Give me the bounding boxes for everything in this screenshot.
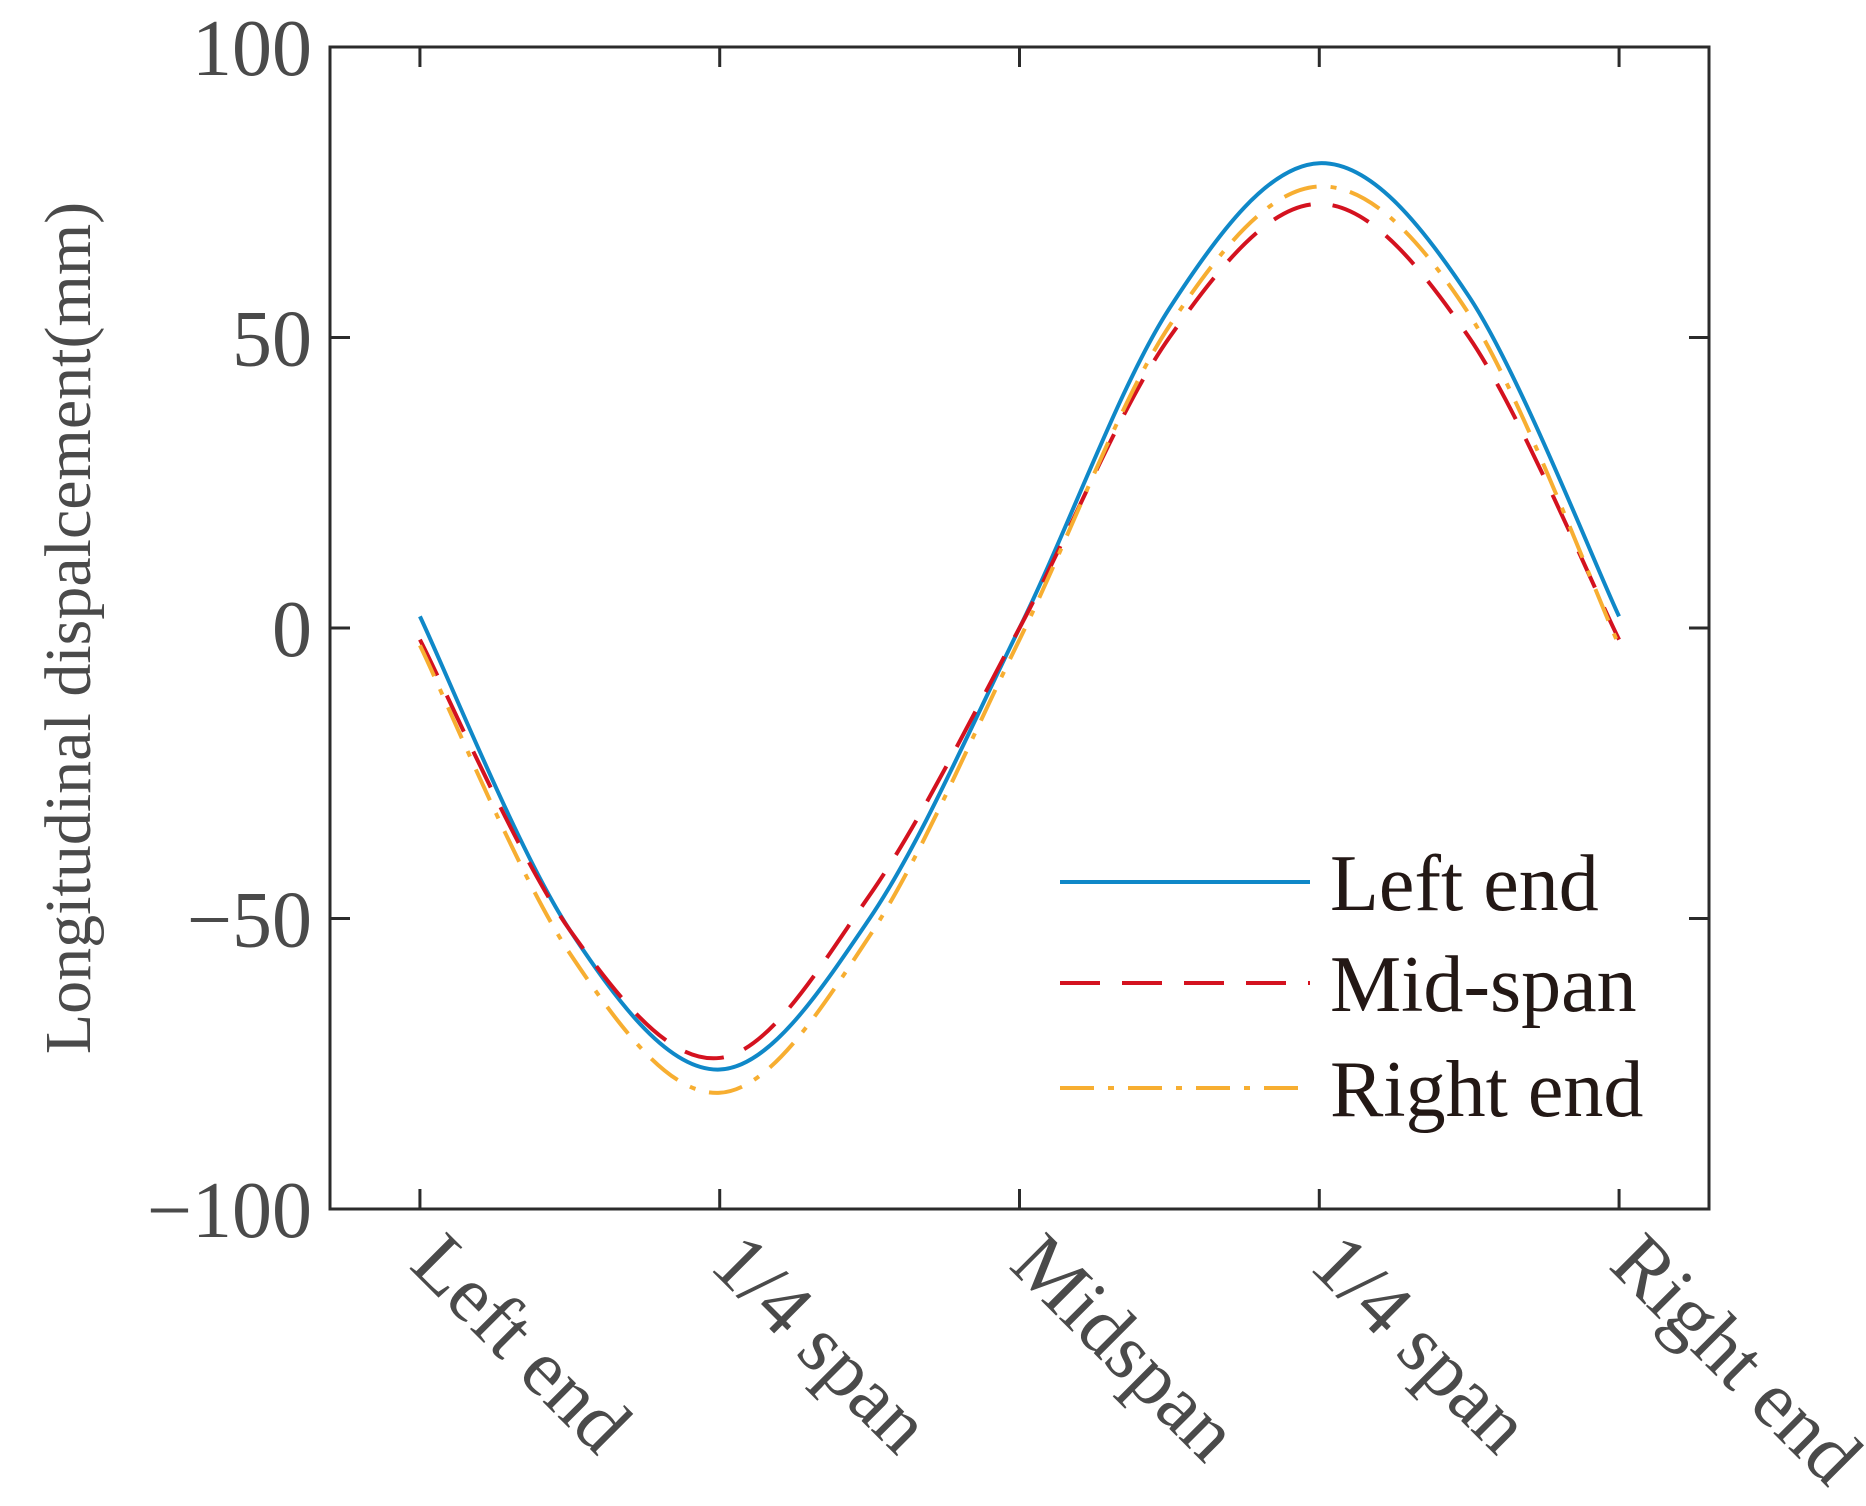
y-axis-label: Longitudinal dispalcement(mm) bbox=[32, 202, 105, 1054]
series-line-left-end bbox=[418, 161, 1621, 1072]
axes bbox=[328, 45, 1711, 1211]
legend: Left end Mid-span Right end bbox=[1060, 840, 1643, 1134]
legend-label: Left end bbox=[1330, 840, 1599, 928]
series-line-mid-span bbox=[418, 201, 1621, 1061]
y-tick-label: 100 bbox=[192, 5, 312, 93]
y-tick-label: 50 bbox=[232, 296, 312, 384]
y-tick-label: −100 bbox=[147, 1167, 312, 1255]
x-tick-label: 1/4 span bbox=[1295, 1218, 1547, 1470]
y-tick-label: 0 bbox=[272, 586, 312, 674]
x-tick-label: 1/4 span bbox=[695, 1218, 947, 1470]
legend-label: Mid-span bbox=[1330, 941, 1637, 1029]
x-tick-label: Left end bbox=[395, 1218, 647, 1470]
x-tick-label: Right end bbox=[1594, 1218, 1866, 1502]
legend-label: Right end bbox=[1330, 1046, 1643, 1134]
x-tick-label: Midspan bbox=[995, 1218, 1255, 1478]
series-lines bbox=[418, 161, 1621, 1095]
y-tick-label: −50 bbox=[187, 877, 312, 965]
series-line-right-end bbox=[418, 184, 1621, 1095]
